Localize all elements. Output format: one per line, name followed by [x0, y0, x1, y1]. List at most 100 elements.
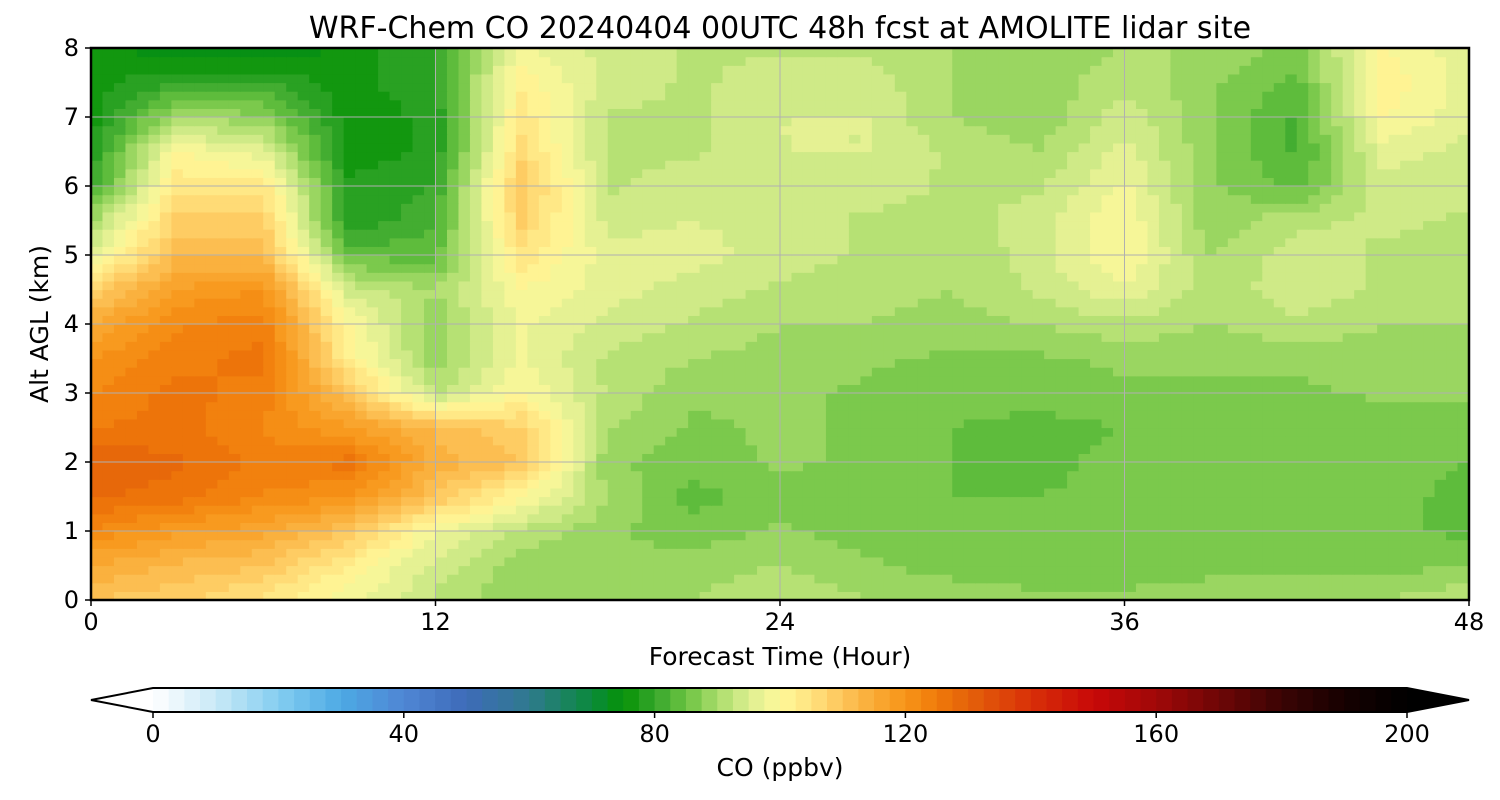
heatmap-cell	[860, 255, 873, 265]
heatmap-cell	[676, 582, 689, 592]
heatmap-cell	[1342, 255, 1355, 265]
heatmap-cell	[894, 393, 907, 403]
heatmap-cell	[1262, 341, 1275, 351]
heatmap-cell	[504, 487, 517, 498]
heatmap-cell	[676, 556, 689, 567]
heatmap-cell	[1181, 487, 1194, 498]
heatmap-cell	[458, 324, 471, 334]
heatmap-cell	[1147, 453, 1160, 463]
heatmap-cell	[734, 289, 747, 299]
heatmap-cell	[1227, 548, 1240, 558]
heatmap-cell	[722, 539, 735, 549]
heatmap-cell	[1342, 332, 1355, 342]
heatmap-cell	[871, 453, 884, 463]
heatmap-cell	[1135, 341, 1149, 351]
heatmap-cell	[1262, 418, 1275, 429]
heatmap-cell	[1342, 591, 1355, 601]
heatmap-cell	[1457, 418, 1470, 429]
heatmap-cell	[584, 444, 597, 454]
heatmap-cell	[1147, 505, 1160, 515]
heatmap-cell	[676, 479, 689, 489]
heatmap-cell	[940, 349, 953, 360]
heatmap-cell	[1400, 315, 1413, 325]
heatmap-cell	[894, 565, 907, 575]
heatmap-cell	[171, 436, 184, 446]
heatmap-cell	[1021, 246, 1034, 256]
heatmap-cell	[607, 375, 620, 385]
heatmap-cell	[378, 349, 391, 360]
heatmap-cell	[1067, 556, 1080, 567]
heatmap-cell	[527, 574, 540, 584]
heatmap-cell	[343, 487, 356, 498]
heatmap-cell	[401, 410, 414, 420]
heatmap-cell	[1400, 358, 1413, 368]
heatmap-cell	[401, 513, 414, 523]
heatmap-cell	[1009, 375, 1022, 385]
heatmap-cell	[619, 358, 632, 368]
heatmap-cell	[492, 436, 505, 446]
heatmap-cell	[481, 574, 494, 584]
heatmap-cell	[1342, 349, 1355, 360]
heatmap-cell	[676, 496, 689, 506]
heatmap-cell	[458, 384, 471, 394]
heatmap-cell	[1262, 367, 1275, 377]
heatmap-cell	[940, 436, 953, 446]
heatmap-cell	[1113, 470, 1126, 480]
heatmap-cell	[653, 367, 666, 377]
heatmap-cell	[389, 332, 402, 342]
heatmap-cell	[1009, 427, 1022, 437]
heatmap-cell	[1124, 315, 1137, 325]
heatmap-cell	[676, 453, 689, 463]
heatmap-cell	[699, 289, 712, 299]
heatmap-cell	[1009, 505, 1022, 515]
heatmap-cell	[1193, 462, 1206, 472]
heatmap-cell	[573, 341, 586, 351]
heatmap-cell	[791, 401, 804, 411]
heatmap-cell	[1113, 289, 1126, 299]
heatmap-cell	[1239, 574, 1252, 584]
heatmap-cell	[1434, 539, 1447, 549]
heatmap-cell	[676, 263, 689, 273]
heatmap-cell	[1377, 306, 1390, 316]
heatmap-cell	[332, 531, 345, 541]
heatmap-cell	[309, 384, 322, 394]
heatmap-cell	[917, 349, 930, 360]
heatmap-cell	[1158, 565, 1172, 575]
heatmap-cell	[1101, 436, 1114, 446]
heatmap-cell	[286, 367, 299, 377]
heatmap-cell	[113, 582, 127, 592]
heatmap-cell	[205, 315, 218, 325]
heatmap-cell	[286, 444, 299, 454]
heatmap-cell	[871, 255, 884, 265]
heatmap-cell	[780, 539, 793, 549]
heatmap-cell	[458, 556, 471, 567]
heatmap-cell	[699, 479, 712, 489]
heatmap-cell	[1365, 582, 1378, 592]
heatmap-cell	[412, 539, 425, 549]
heatmap-cell	[1296, 436, 1309, 446]
heatmap-cell	[228, 582, 241, 592]
heatmap-cell	[217, 591, 230, 601]
heatmap-cell	[745, 263, 758, 273]
heatmap-cell	[848, 263, 861, 273]
heatmap-cell	[573, 298, 586, 308]
heatmap-cell	[561, 263, 574, 273]
heatmap-cell	[504, 332, 517, 342]
heatmap-cell	[998, 496, 1011, 506]
heatmap-cell	[113, 358, 127, 368]
heatmap-cell	[1377, 591, 1390, 601]
heatmap-cell	[355, 255, 368, 265]
heatmap-cell	[1181, 349, 1194, 360]
heatmap-cell	[159, 565, 172, 575]
heatmap-cell	[332, 513, 345, 523]
heatmap-cell	[963, 255, 976, 265]
heatmap-cell	[1262, 384, 1275, 394]
heatmap-cell	[1250, 384, 1263, 394]
heatmap-cell	[332, 375, 345, 385]
heatmap-cell	[734, 453, 747, 463]
heatmap-cell	[929, 479, 942, 489]
heatmap-cell	[619, 384, 632, 394]
heatmap-cell	[91, 367, 104, 377]
heatmap-cell	[125, 349, 138, 360]
heatmap-cell	[986, 505, 999, 515]
